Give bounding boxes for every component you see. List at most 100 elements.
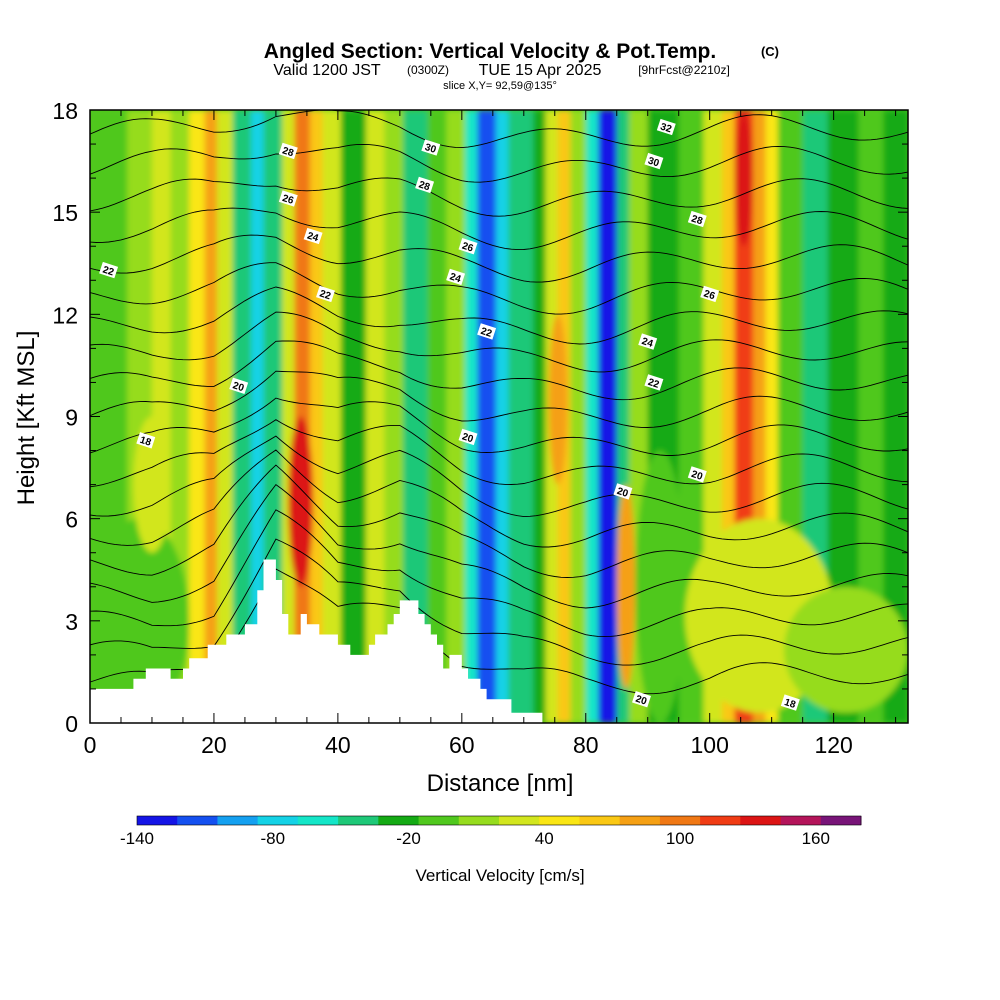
contour-label-20: 20 xyxy=(613,483,633,500)
contour-label-bg xyxy=(316,285,335,303)
contour-label-14: 30 xyxy=(644,152,664,170)
x-tick-label: 40 xyxy=(325,732,351,758)
contour-label-6: 22 xyxy=(99,261,119,279)
contour-label-text: 20 xyxy=(690,469,704,483)
contour-label-bg xyxy=(687,210,707,228)
colorbar-swatch-11 xyxy=(579,816,621,825)
colorbar-swatch-6 xyxy=(378,816,420,825)
valid-prefix: Valid 1200 JST xyxy=(273,62,381,79)
contour-label-text: 26 xyxy=(702,288,716,302)
theta-contours xyxy=(90,110,908,695)
contour-label-12: 20 xyxy=(458,428,478,445)
contour-label-19: 20 xyxy=(687,466,707,483)
theta-contour-21 xyxy=(90,449,908,548)
velocity-column-20 xyxy=(464,110,478,723)
contour-label-text: 26 xyxy=(461,241,475,255)
plot-area: 28 26 24 22 20 18 22 30 28 26 24 22 20 32 30 28 26 24 22 20… xyxy=(90,110,908,723)
velocity-column-23 xyxy=(508,110,534,723)
valid-date: TUE 15 Apr 2025 xyxy=(479,62,602,79)
theta-contour-17 xyxy=(90,538,908,666)
velocity-cell-5 xyxy=(635,450,685,723)
x-tick-label: 20 xyxy=(201,732,227,758)
colorbar-swatch-17 xyxy=(820,816,862,825)
y-tick-label: 12 xyxy=(52,302,78,328)
colorbar-tick-label: 160 xyxy=(802,829,830,848)
y-tick-label: 18 xyxy=(52,98,78,124)
contour-label-text: 28 xyxy=(281,145,295,159)
valid-forecast: [9hrFcst@2210z] xyxy=(638,63,730,77)
colorbar-swatch-3 xyxy=(257,816,299,825)
contour-label-text: 22 xyxy=(646,377,660,391)
velocity-cell-1 xyxy=(133,416,171,553)
colorbar-swatch-16 xyxy=(780,816,822,825)
theta-contour-23 xyxy=(90,419,908,488)
x-axis-title: Distance [nm] xyxy=(427,770,574,797)
x-tick-label: 100 xyxy=(691,732,729,758)
contour-label-bg xyxy=(458,238,478,255)
theta-contour-32 xyxy=(90,177,908,217)
contour-label-text: 18 xyxy=(138,435,152,449)
contour-label-bg xyxy=(415,176,435,194)
velocity-column-19 xyxy=(446,110,466,723)
contour-label-3: 22 xyxy=(316,285,335,303)
contour-label-bg xyxy=(687,466,707,483)
contour-label-text: 22 xyxy=(101,265,115,279)
theta-contour-26 xyxy=(90,340,908,401)
velocity-column-24 xyxy=(533,110,547,723)
slice-info: slice X,Y= 92,59@135° xyxy=(443,80,557,92)
theta-contour-22 xyxy=(90,435,908,518)
colorbar-tick-label: -140 xyxy=(120,829,154,848)
contour-label-bg xyxy=(632,691,651,708)
colorbar-swatch-13 xyxy=(659,816,701,825)
contour-label-bg xyxy=(229,377,249,394)
theta-contour-20 xyxy=(90,464,908,578)
colorbar-swatch-4 xyxy=(297,816,339,825)
velocity-column-18 xyxy=(427,110,447,723)
colorbar-swatch-10 xyxy=(539,816,580,825)
contour-labels: 28 26 24 22 20 18 22 30 28 26 24 22 20 32 30 28 26 24 22 20… xyxy=(99,118,800,711)
velocity-column-12 xyxy=(309,110,323,723)
contour-label-bg xyxy=(278,190,298,207)
velocity-field xyxy=(90,110,908,723)
contour-label-bg xyxy=(477,323,497,340)
contour-label-bg xyxy=(99,261,119,279)
chart-title-unit: (C) xyxy=(761,44,779,59)
contour-label-bg xyxy=(303,227,323,245)
colorbar-frame xyxy=(136,815,862,826)
velocity-column-10 xyxy=(282,110,296,723)
colorbar-swatch-8 xyxy=(458,816,500,825)
x-tick-label: 80 xyxy=(573,732,599,758)
contour-label-11: 22 xyxy=(477,323,497,340)
contour-label-5: 18 xyxy=(136,432,156,449)
x-axis: 0 20 40 60 80 100 120 xyxy=(84,110,897,758)
x-tick-label: 0 xyxy=(84,732,97,758)
chart-header: Angled Section: Vertical Velocity & Pot.… xyxy=(264,40,779,92)
colorbar-swatch-0 xyxy=(137,816,178,825)
contour-label-bg xyxy=(780,694,800,711)
theta-contour-30 xyxy=(90,234,908,283)
theta-contour-24 xyxy=(90,397,908,456)
contour-label-bg xyxy=(700,285,720,303)
velocity-cell-8 xyxy=(734,110,754,247)
contour-label-2: 24 xyxy=(303,227,323,245)
contour-label-text: 20 xyxy=(615,486,629,500)
velocity-column-13 xyxy=(322,110,342,723)
contour-label-text: 30 xyxy=(646,156,660,170)
y-tick-label: 15 xyxy=(52,200,78,226)
theta-contour-18 xyxy=(90,509,908,638)
contour-label-bg xyxy=(644,152,664,170)
theta-contour-28 xyxy=(90,286,908,345)
colorbar-tick-label: 40 xyxy=(535,829,554,848)
velocity-column-7 xyxy=(232,110,252,723)
velocity-cell-9 xyxy=(604,110,617,281)
theta-contour-33 xyxy=(90,143,908,183)
contour-label-bg xyxy=(644,374,664,391)
contour-label-bg xyxy=(421,139,441,156)
colorbar-swatch-1 xyxy=(177,816,218,825)
contour-label-text: 32 xyxy=(659,121,673,135)
contour-label-0: 28 xyxy=(278,142,298,159)
velocity-column-22 xyxy=(495,110,509,723)
y-tick-label: 6 xyxy=(65,507,78,533)
y-tick-label: 3 xyxy=(65,609,78,635)
colorbar-swatch-14 xyxy=(700,816,741,825)
